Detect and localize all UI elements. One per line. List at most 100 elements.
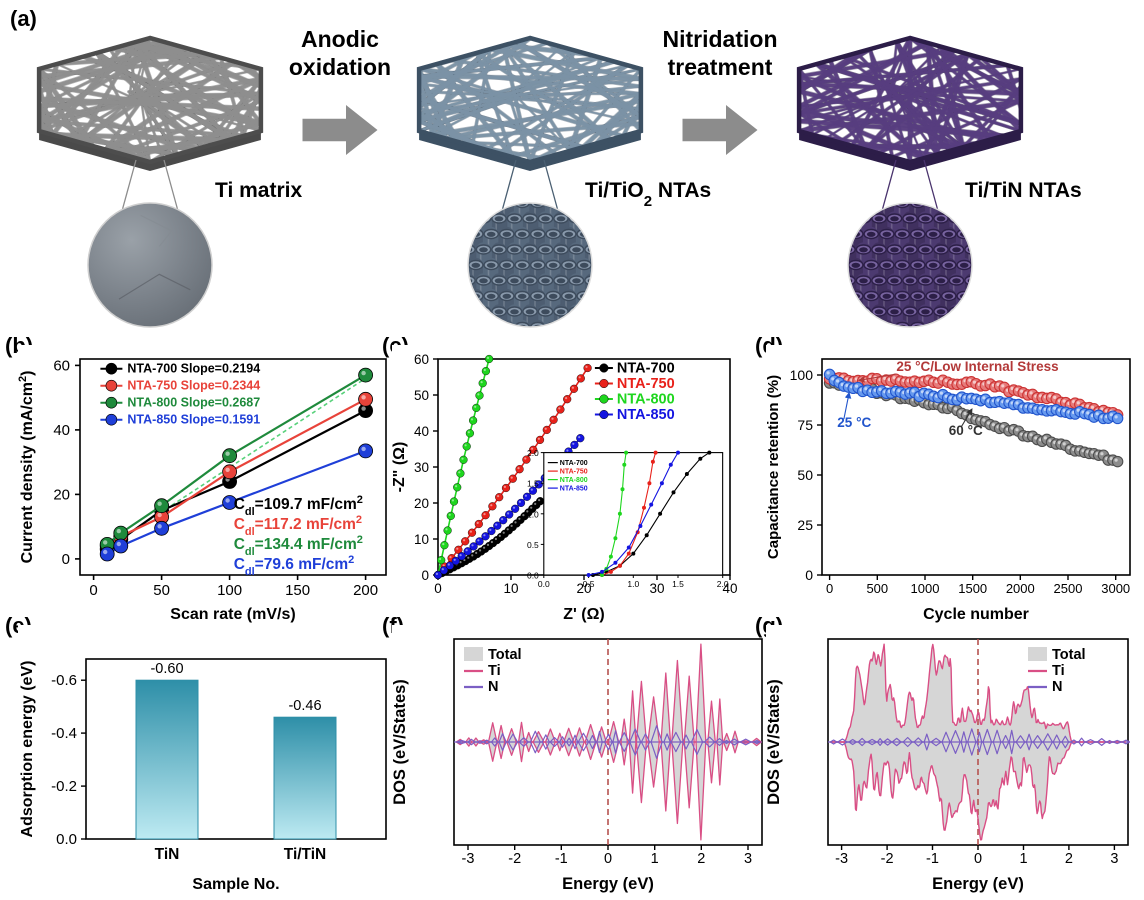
svg-text:20: 20	[53, 486, 70, 503]
svg-text:Ti/TiN: Ti/TiN	[284, 846, 327, 863]
svg-text:3: 3	[744, 851, 752, 867]
svg-text:2500: 2500	[1054, 581, 1083, 596]
svg-text:Cycle number: Cycle number	[923, 606, 1029, 623]
svg-text:50: 50	[797, 467, 813, 483]
svg-text:oxidation: oxidation	[289, 54, 391, 80]
svg-text:-3: -3	[835, 851, 848, 867]
svg-text:1: 1	[651, 851, 659, 867]
svg-text:0: 0	[62, 551, 70, 568]
svg-text:Ti matrix: Ti matrix	[215, 179, 302, 202]
svg-text:3000: 3000	[1101, 581, 1130, 596]
svg-text:100: 100	[217, 582, 242, 599]
svg-text:2.0: 2.0	[527, 448, 539, 458]
svg-text:NTA-800: NTA-800	[560, 477, 588, 484]
svg-text:1.5: 1.5	[527, 479, 539, 489]
svg-text:60 °C: 60 °C	[949, 423, 983, 438]
svg-text:Energy (eV): Energy (eV)	[562, 875, 654, 893]
svg-text:Total: Total	[488, 647, 522, 663]
svg-text:2: 2	[697, 851, 705, 867]
svg-text:Scan rate (mV/s): Scan rate (mV/s)	[170, 606, 295, 623]
svg-text:NTA-700: NTA-700	[560, 460, 588, 467]
svg-text:75: 75	[797, 417, 813, 433]
svg-text:NTA-750: NTA-750	[617, 376, 675, 392]
svg-text:25 °C: 25 °C	[837, 415, 871, 430]
svg-text:Ti/TiN NTAs: Ti/TiN NTAs	[965, 179, 1082, 202]
svg-text:Ti/TiO2 NTAs: Ti/TiO2 NTAs	[585, 179, 711, 210]
svg-text:30: 30	[649, 581, 664, 596]
svg-text:N: N	[1052, 679, 1062, 695]
svg-text:0.5: 0.5	[527, 540, 539, 550]
svg-text:Total: Total	[1052, 647, 1086, 663]
svg-text:NTA-850: NTA-850	[560, 486, 588, 493]
svg-text:Energy (eV): Energy (eV)	[932, 875, 1024, 893]
svg-text:-0.2: -0.2	[51, 778, 77, 795]
svg-text:NTA-850 Slope=0.1591: NTA-850 Slope=0.1591	[127, 413, 260, 427]
svg-text:Z' (Ω): Z' (Ω)	[563, 606, 605, 623]
svg-text:150: 150	[285, 582, 310, 599]
svg-text:1.0: 1.0	[527, 509, 539, 519]
svg-text:TiN: TiN	[155, 846, 180, 863]
svg-text:10: 10	[503, 581, 518, 596]
svg-text:60: 60	[53, 357, 70, 374]
svg-text:50: 50	[153, 582, 170, 599]
svg-text:1.0: 1.0	[627, 579, 639, 589]
svg-text:0.0: 0.0	[538, 579, 550, 589]
svg-text:0: 0	[826, 581, 833, 596]
svg-text:-2: -2	[508, 851, 521, 867]
svg-text:1: 1	[1019, 851, 1027, 867]
svg-text:NTA-850: NTA-850	[617, 407, 675, 423]
svg-text:0: 0	[89, 582, 97, 599]
svg-text:Adsorption energy (eV): Adsorption energy (eV)	[19, 661, 36, 838]
svg-text:30: 30	[414, 460, 429, 475]
svg-text:N: N	[488, 679, 498, 695]
svg-text:10: 10	[414, 532, 429, 547]
svg-text:40: 40	[414, 424, 429, 439]
svg-text:20: 20	[414, 496, 429, 511]
svg-text:3: 3	[1110, 851, 1118, 867]
svg-text:DOS (eV/States): DOS (eV/States)	[392, 679, 409, 805]
svg-text:200: 200	[353, 582, 378, 599]
svg-text:-Z" (Ω): -Z" (Ω)	[392, 442, 408, 493]
svg-text:Current density (mA/cm2): Current density (mA/cm2)	[18, 371, 36, 564]
svg-text:Capacitance retention (%): Capacitance retention (%)	[766, 375, 782, 559]
svg-text:0: 0	[421, 568, 429, 583]
svg-text:-1: -1	[926, 851, 939, 867]
svg-text:0.0: 0.0	[56, 831, 77, 848]
svg-text:Ti: Ti	[1052, 663, 1065, 679]
svg-text:0: 0	[974, 851, 982, 867]
svg-text:NTA-700: NTA-700	[617, 361, 675, 377]
svg-text:Ti: Ti	[488, 663, 501, 679]
svg-text:NTA-700 Slope=0.2194: NTA-700 Slope=0.2194	[127, 362, 260, 376]
svg-text:DOS (eV/States): DOS (eV/States)	[766, 679, 783, 805]
svg-text:NTA-800 Slope=0.2687: NTA-800 Slope=0.2687	[127, 396, 260, 410]
svg-text:NTA-750 Slope=0.2344: NTA-750 Slope=0.2344	[127, 379, 260, 393]
svg-text:1.5: 1.5	[672, 579, 684, 589]
svg-text:-3: -3	[462, 851, 475, 867]
svg-text:Nitridation: Nitridation	[663, 26, 778, 52]
svg-text:-1: -1	[555, 851, 568, 867]
svg-text:0: 0	[604, 851, 612, 867]
svg-text:-0.4: -0.4	[51, 725, 77, 742]
svg-text:1000: 1000	[911, 581, 940, 596]
svg-text:-2: -2	[881, 851, 894, 867]
svg-text:NTA-800: NTA-800	[617, 392, 675, 408]
svg-text:treatment: treatment	[668, 54, 773, 80]
svg-text:40: 40	[53, 422, 70, 439]
svg-text:500: 500	[866, 581, 888, 596]
svg-text:2.0: 2.0	[717, 579, 729, 589]
svg-text:25: 25	[797, 517, 813, 533]
svg-text:Anodic: Anodic	[301, 26, 379, 52]
svg-text:100: 100	[790, 367, 814, 383]
svg-text:-0.60: -0.60	[150, 661, 183, 677]
svg-text:0: 0	[805, 567, 813, 583]
svg-text:2: 2	[1065, 851, 1073, 867]
svg-text:-0.6: -0.6	[51, 672, 77, 689]
svg-text:2000: 2000	[1006, 581, 1035, 596]
svg-text:1500: 1500	[958, 581, 987, 596]
svg-text:0.5: 0.5	[583, 579, 595, 589]
svg-text:25 °C/Low Internal Stress: 25 °C/Low Internal Stress	[896, 359, 1058, 374]
svg-text:0: 0	[434, 581, 442, 596]
svg-text:60: 60	[414, 352, 429, 367]
svg-text:50: 50	[414, 388, 429, 403]
svg-text:NTA-750: NTA-750	[560, 469, 588, 476]
